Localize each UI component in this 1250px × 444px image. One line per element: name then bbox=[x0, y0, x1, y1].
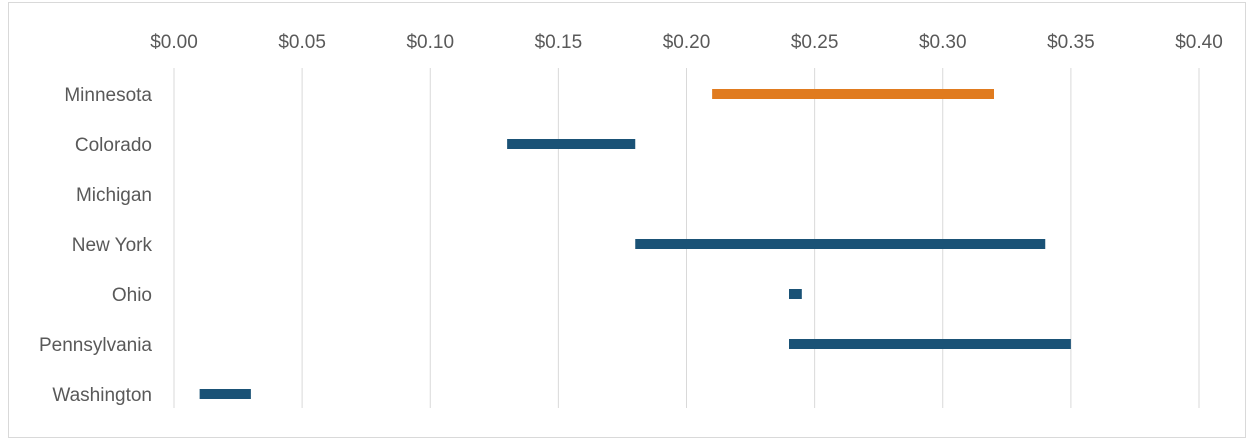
x-axis-ticks: $0.00 $0.05 $0.10 $0.15 $0.20 $0.25 $0.30 $0.35… bbox=[150, 32, 1223, 53]
chart-frame bbox=[8, 2, 1246, 438]
range-bar-ohio bbox=[789, 289, 802, 299]
x-tick-label: $0.40 bbox=[1175, 32, 1223, 53]
range-bar-pennsylvania bbox=[789, 339, 1071, 349]
category-label: Colorado bbox=[75, 135, 152, 156]
x-tick-label: $0.30 bbox=[919, 32, 967, 53]
x-tick-label: $0.35 bbox=[1047, 32, 1095, 53]
x-tick-label: $0.20 bbox=[663, 32, 711, 53]
x-tick-label: $0.25 bbox=[791, 32, 839, 53]
x-tick-label: $0.00 bbox=[150, 32, 198, 53]
range-bar-new-york bbox=[635, 239, 1046, 249]
gridlines bbox=[173, 68, 1200, 408]
category-label: Michigan bbox=[76, 185, 152, 206]
category-label: Ohio bbox=[112, 285, 152, 306]
x-tick-label: $0.05 bbox=[278, 32, 326, 53]
range-bar-minnesota bbox=[712, 89, 994, 99]
category-label: New York bbox=[72, 235, 153, 256]
x-tick-label: $0.10 bbox=[406, 32, 454, 53]
range-bar-colorado bbox=[507, 139, 636, 149]
x-tick-label: $0.15 bbox=[535, 32, 583, 53]
range-bars bbox=[199, 89, 1071, 399]
y-axis-categories: Minnesota Colorado Michigan New York Ohio Pen… bbox=[39, 85, 153, 406]
category-label: Washington bbox=[52, 385, 152, 406]
category-label: Pennsylvania bbox=[39, 335, 152, 356]
category-label: Minnesota bbox=[64, 85, 152, 106]
range-bar-washington bbox=[199, 389, 251, 399]
